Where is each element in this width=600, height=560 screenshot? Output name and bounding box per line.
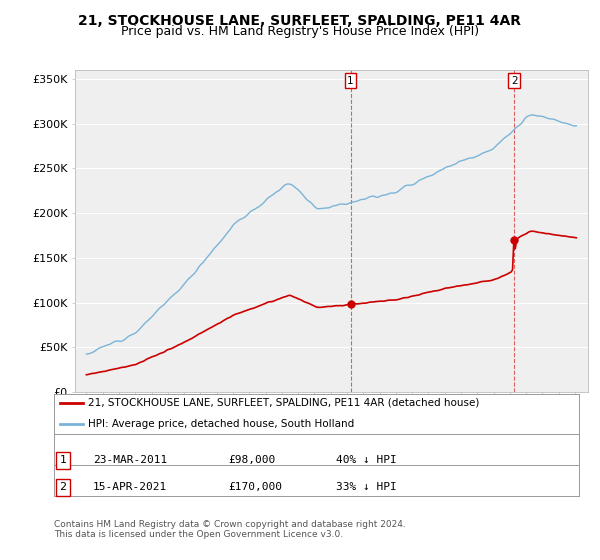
- Text: 33% ↓ HPI: 33% ↓ HPI: [336, 482, 397, 492]
- Text: 15-APR-2021: 15-APR-2021: [93, 482, 167, 492]
- Text: 2: 2: [511, 76, 518, 86]
- Text: 21, STOCKHOUSE LANE, SURFLEET, SPALDING, PE11 4AR: 21, STOCKHOUSE LANE, SURFLEET, SPALDING,…: [79, 14, 521, 28]
- Text: 40% ↓ HPI: 40% ↓ HPI: [336, 455, 397, 465]
- Text: £170,000: £170,000: [228, 482, 282, 492]
- Text: 1: 1: [59, 455, 67, 465]
- Text: 2: 2: [59, 482, 67, 492]
- Text: 1: 1: [347, 76, 354, 86]
- Text: Contains HM Land Registry data © Crown copyright and database right 2024.
This d: Contains HM Land Registry data © Crown c…: [54, 520, 406, 539]
- Text: £98,000: £98,000: [228, 455, 275, 465]
- Text: 23-MAR-2011: 23-MAR-2011: [93, 455, 167, 465]
- Text: 21, STOCKHOUSE LANE, SURFLEET, SPALDING, PE11 4AR (detached house): 21, STOCKHOUSE LANE, SURFLEET, SPALDING,…: [88, 398, 479, 408]
- Text: Price paid vs. HM Land Registry's House Price Index (HPI): Price paid vs. HM Land Registry's House …: [121, 25, 479, 38]
- Text: HPI: Average price, detached house, South Holland: HPI: Average price, detached house, Sout…: [88, 419, 355, 429]
